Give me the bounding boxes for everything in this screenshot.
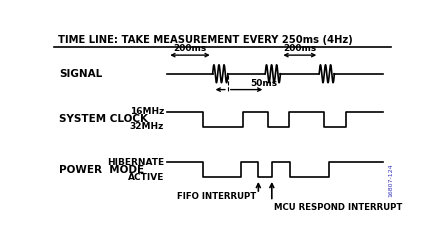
Text: TIME LINE: TAKE MEASUREMENT EVERY 250ms (4Hz): TIME LINE: TAKE MEASUREMENT EVERY 250ms … [58, 35, 352, 45]
Text: MCU RESPOND INTERRUPT: MCU RESPOND INTERRUPT [273, 203, 401, 212]
Text: ACTIVE: ACTIVE [127, 173, 164, 182]
Text: FIFO INTERRUPT: FIFO INTERRUPT [177, 192, 256, 201]
Text: HIBERNATE: HIBERNATE [107, 158, 164, 167]
Text: POWER  MODE: POWER MODE [59, 165, 144, 175]
Text: 32MHz: 32MHz [129, 122, 164, 131]
Text: 200ms: 200ms [173, 44, 206, 53]
Text: 200ms: 200ms [283, 44, 316, 53]
Text: 16MHz: 16MHz [129, 107, 164, 116]
Text: SYSTEM CLOCK: SYSTEM CLOCK [59, 114, 148, 124]
Text: SIGNAL: SIGNAL [59, 69, 102, 79]
Text: 50ms: 50ms [250, 79, 276, 88]
Text: 16807-124: 16807-124 [388, 163, 392, 197]
